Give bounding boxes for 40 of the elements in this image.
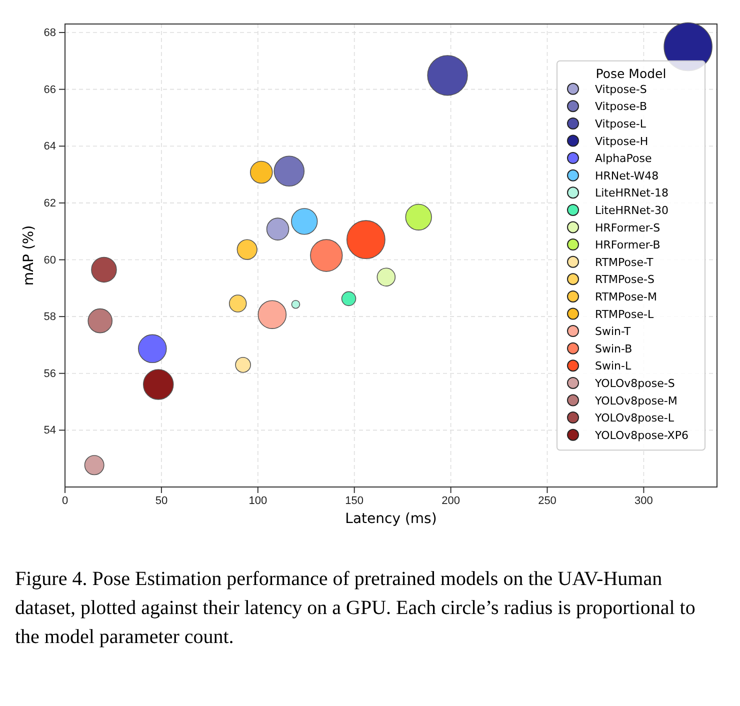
y-tick-label: 62 (44, 197, 56, 210)
legend-label: LiteHRNet-30 (595, 204, 668, 217)
x-tick-label: 300 (634, 494, 653, 507)
x-tick-label: 100 (248, 494, 268, 507)
legend-title: Pose Model (596, 66, 666, 81)
legend-label: RTMPose-L (595, 308, 654, 321)
legend-label: Swin-B (595, 342, 632, 356)
legend-label: AlphaPose (595, 152, 652, 166)
legend-label: HRNet-W48 (595, 169, 659, 182)
legend-label: RTMPose-M (595, 290, 657, 304)
legend-label: YOLOv8pose-M (594, 394, 678, 408)
legend-label: LiteHRNet-18 (595, 186, 668, 200)
legend-label: Vitpose-S (595, 82, 647, 96)
x-tick-label: 250 (538, 494, 556, 507)
x-tick-label: 0 (62, 494, 68, 507)
y-tick-label: 66 (44, 84, 56, 96)
legend-label: Swin-L (595, 360, 632, 373)
y-tick-label: 56 (44, 368, 56, 380)
legend-label: Vitpose-H (595, 134, 648, 148)
legend-label: RTMPose-T (595, 256, 654, 269)
y-tick-label: 58 (44, 311, 56, 324)
y-tick-label: 60 (44, 254, 56, 266)
legend-label: Swin-T (595, 325, 631, 338)
legend-label: Vitpose-B (595, 100, 647, 114)
y-tick-label: 54 (44, 424, 56, 437)
y-tick-label: 64 (44, 140, 56, 153)
x-tick-label: 150 (345, 494, 364, 507)
legend-label: HRFormer-S (595, 221, 660, 234)
x-axis-title: Latency (ms) (345, 511, 437, 527)
x-tick-label: 200 (442, 494, 460, 507)
y-axis-title: mAP (%) (21, 225, 37, 286)
legend-label: Vitpose-L (595, 117, 647, 130)
legend-label: HRFormer-B (595, 238, 660, 252)
legend-label: YOLOv8pose-S (594, 376, 675, 390)
y-tick-label: 68 (44, 27, 56, 40)
legend-label: YOLOv8pose-XP6 (594, 428, 688, 442)
legend-label: YOLOv8pose-L (594, 412, 675, 425)
x-tick-label: 50 (155, 494, 168, 507)
legend-label: RTMPose-S (595, 273, 654, 286)
caption: Figure 4. Pose Estimation performance of pretrained models on the UAV-Human dataset, plotted against their latency on a GPU. Each circle’s radius is proportional to the model parameter count. (15, 568, 696, 648)
